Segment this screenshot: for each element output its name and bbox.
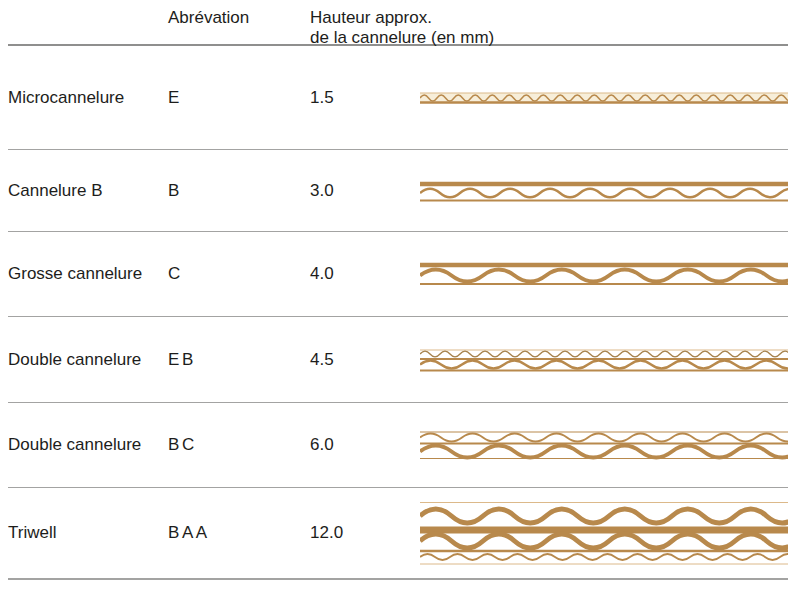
flute-illustration-B — [420, 180, 788, 202]
row-height-mm: 3.0 — [310, 181, 420, 201]
column-header-illustration-spacer — [420, 20, 788, 28]
flute-illustration-BC — [420, 430, 788, 460]
row-height-mm: 6.0 — [310, 435, 420, 455]
row-name: Microcannelure — [8, 88, 168, 108]
column-header-height-line2: de la cannelure (en mm) — [310, 28, 420, 48]
column-header-height: Hauteur approx. de la cannelure (en mm) — [310, 0, 420, 48]
table-body: MicrocannelureE1.5Cannelure BB3.0Grosse … — [0, 46, 800, 580]
row-abbreviation: BAA — [168, 523, 310, 543]
row-height-mm: 4.0 — [310, 264, 420, 284]
flute-illustration-E — [420, 91, 788, 105]
flute-illustration-EB — [420, 348, 788, 372]
row-abbreviation: EB — [168, 350, 310, 370]
column-header-name — [8, 0, 168, 8]
row-abbreviation: C — [168, 264, 310, 284]
flute-illustration-C — [420, 261, 788, 287]
row-height-mm: 12.0 — [310, 523, 420, 543]
table-row: Double cannelureEB4.5 — [8, 317, 788, 403]
flute-comparison-table: Abrévation Hauteur approx. de la cannelu… — [0, 0, 800, 600]
table-row: Double cannelureBC6.0 — [8, 403, 788, 488]
row-abbreviation: E — [168, 88, 310, 108]
row-height-mm: 1.5 — [310, 88, 420, 108]
table-row: MicrocannelureE1.5 — [8, 46, 788, 150]
row-height-mm: 4.5 — [310, 350, 420, 370]
column-header-height-line1: Hauteur approx. — [310, 8, 420, 28]
row-name: Double cannelure — [8, 350, 168, 370]
table-row: Cannelure BB3.0 — [8, 150, 788, 232]
row-name: Grosse cannelure — [8, 264, 168, 284]
row-name: Double cannelure — [8, 435, 168, 455]
table-header: Abrévation Hauteur approx. de la cannelu… — [8, 0, 788, 46]
row-abbreviation: BC — [168, 435, 310, 455]
row-name: Triwell — [8, 523, 168, 543]
column-header-abbreviation: Abrévation — [168, 0, 310, 28]
table-row: Grosse cannelureC4.0 — [8, 232, 788, 317]
row-name: Cannelure B — [8, 181, 168, 201]
table-row: TriwellBAA12.0 — [8, 488, 788, 580]
flute-illustration-BAA — [420, 500, 788, 566]
row-abbreviation: B — [168, 181, 310, 201]
